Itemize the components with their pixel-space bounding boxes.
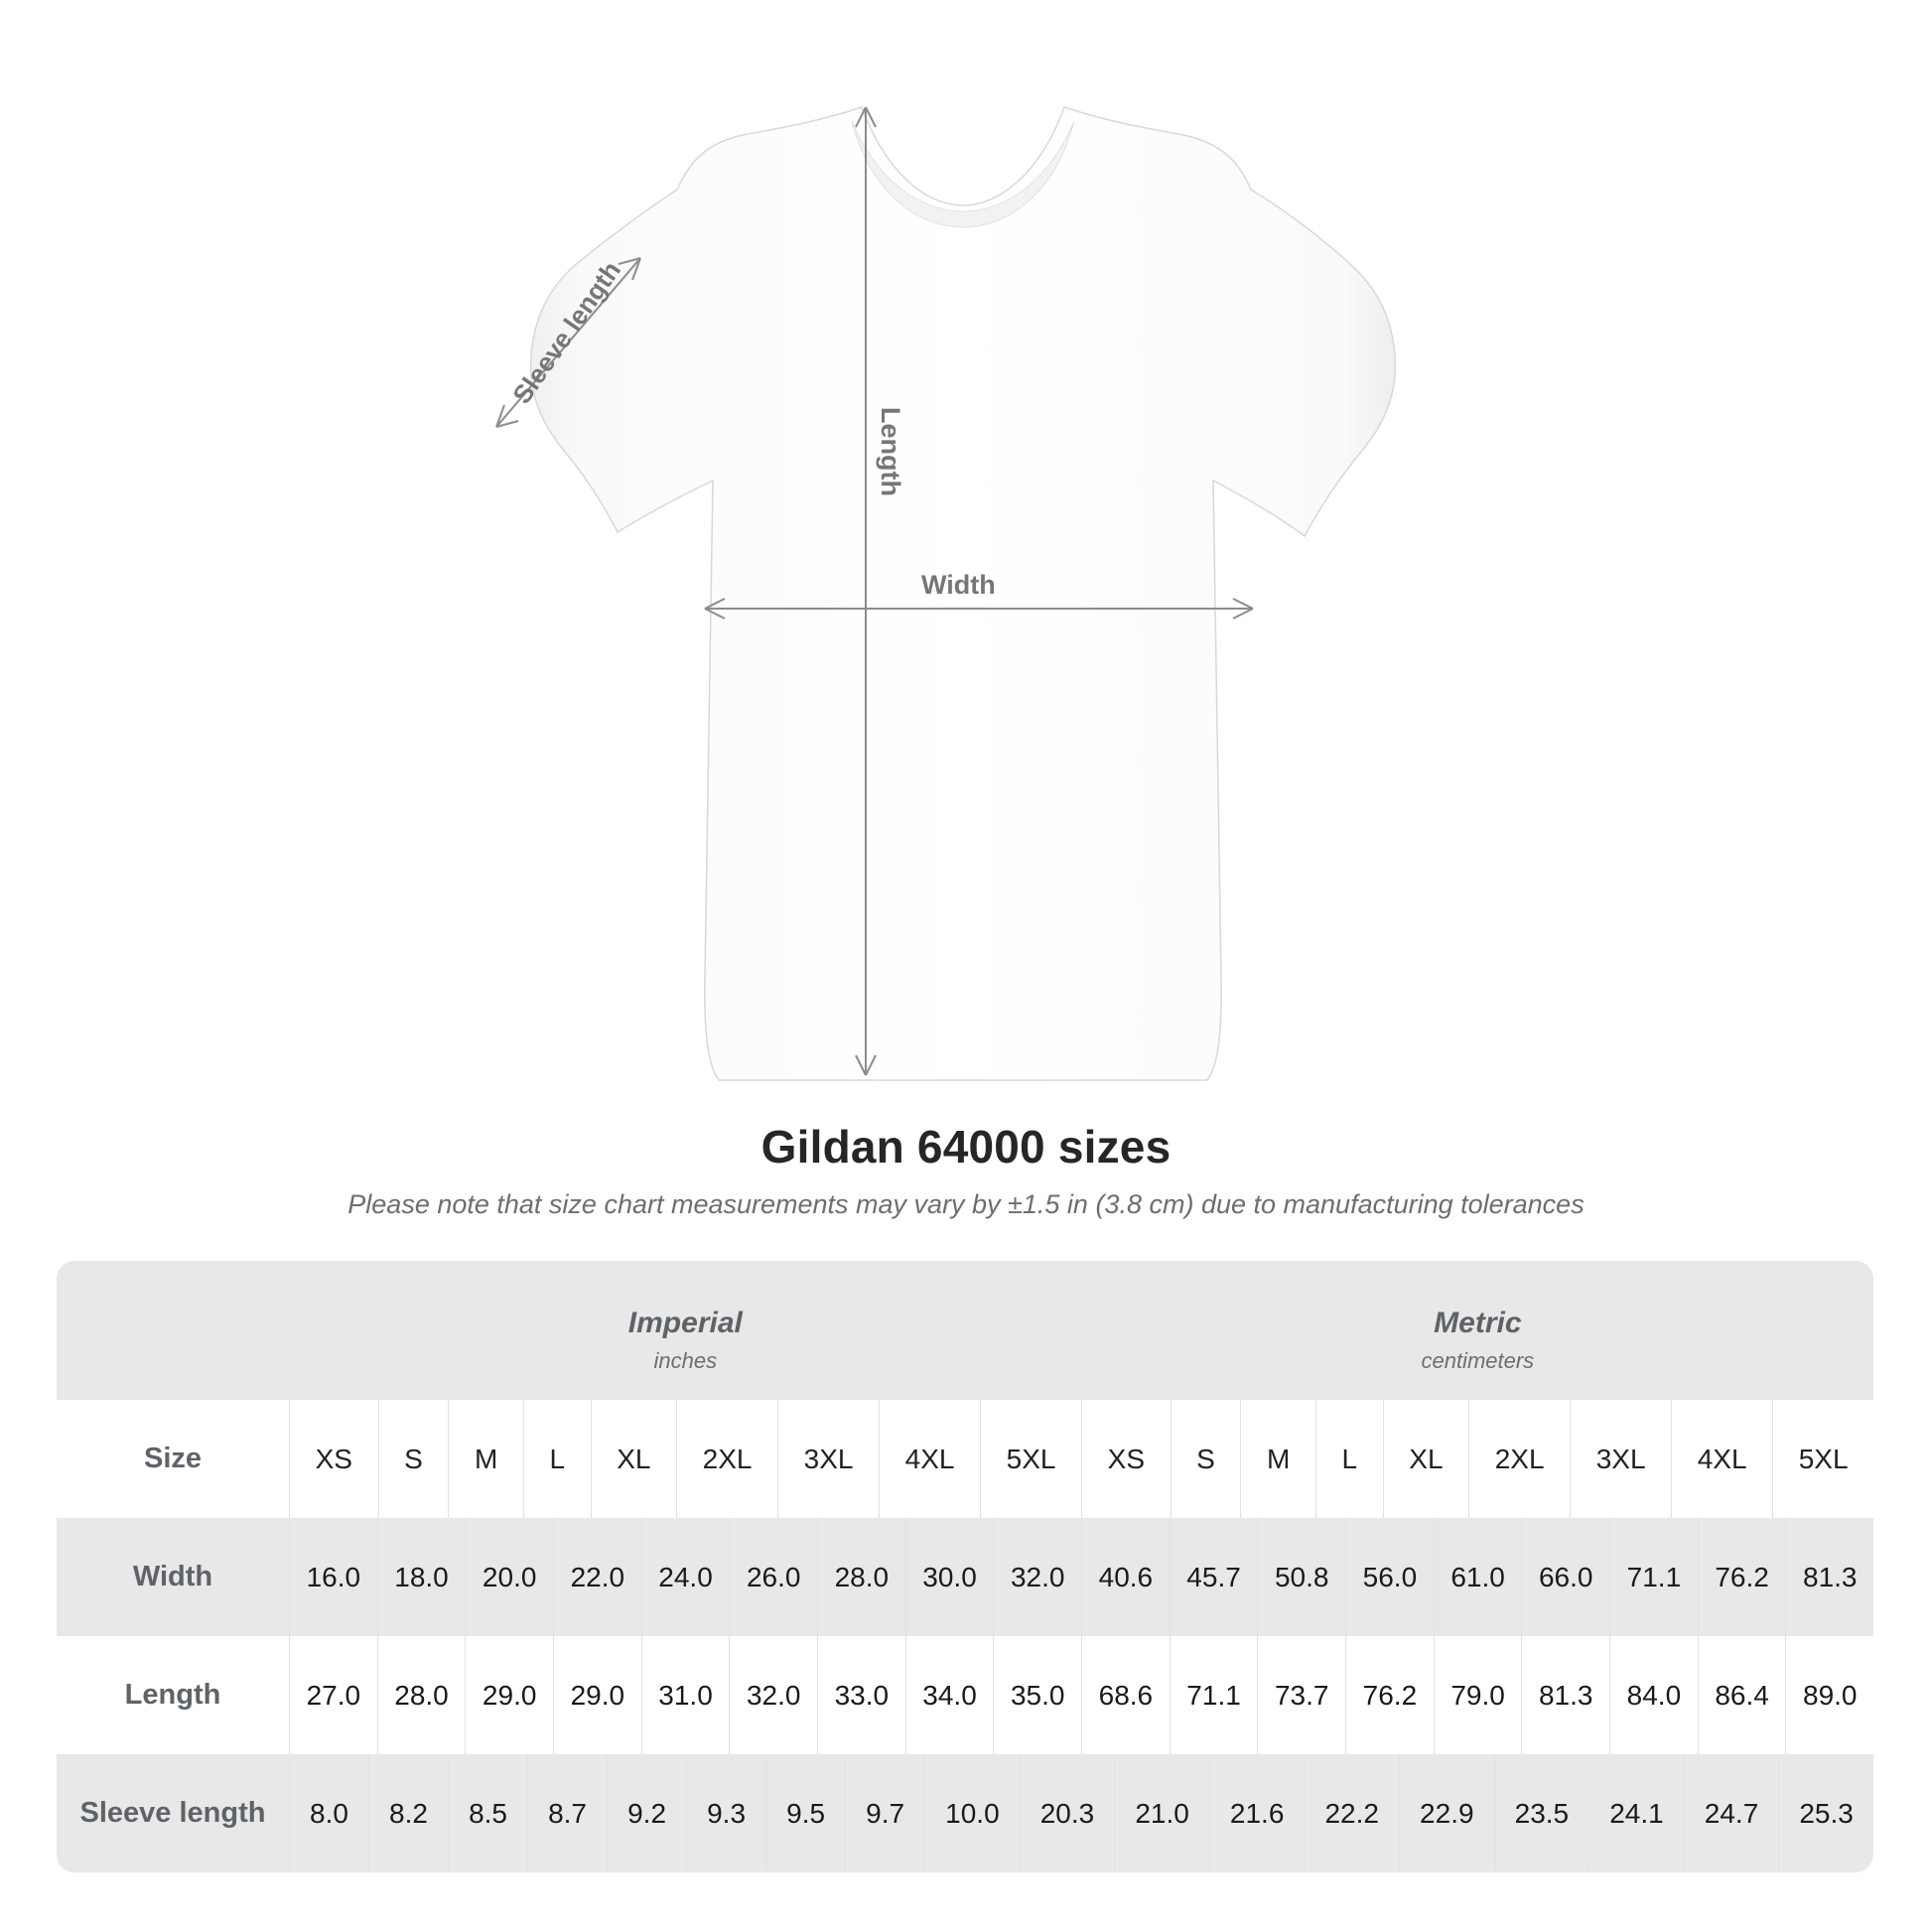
svg-text:Length: Length: [876, 407, 905, 496]
svg-text:Width: Width: [921, 570, 996, 600]
